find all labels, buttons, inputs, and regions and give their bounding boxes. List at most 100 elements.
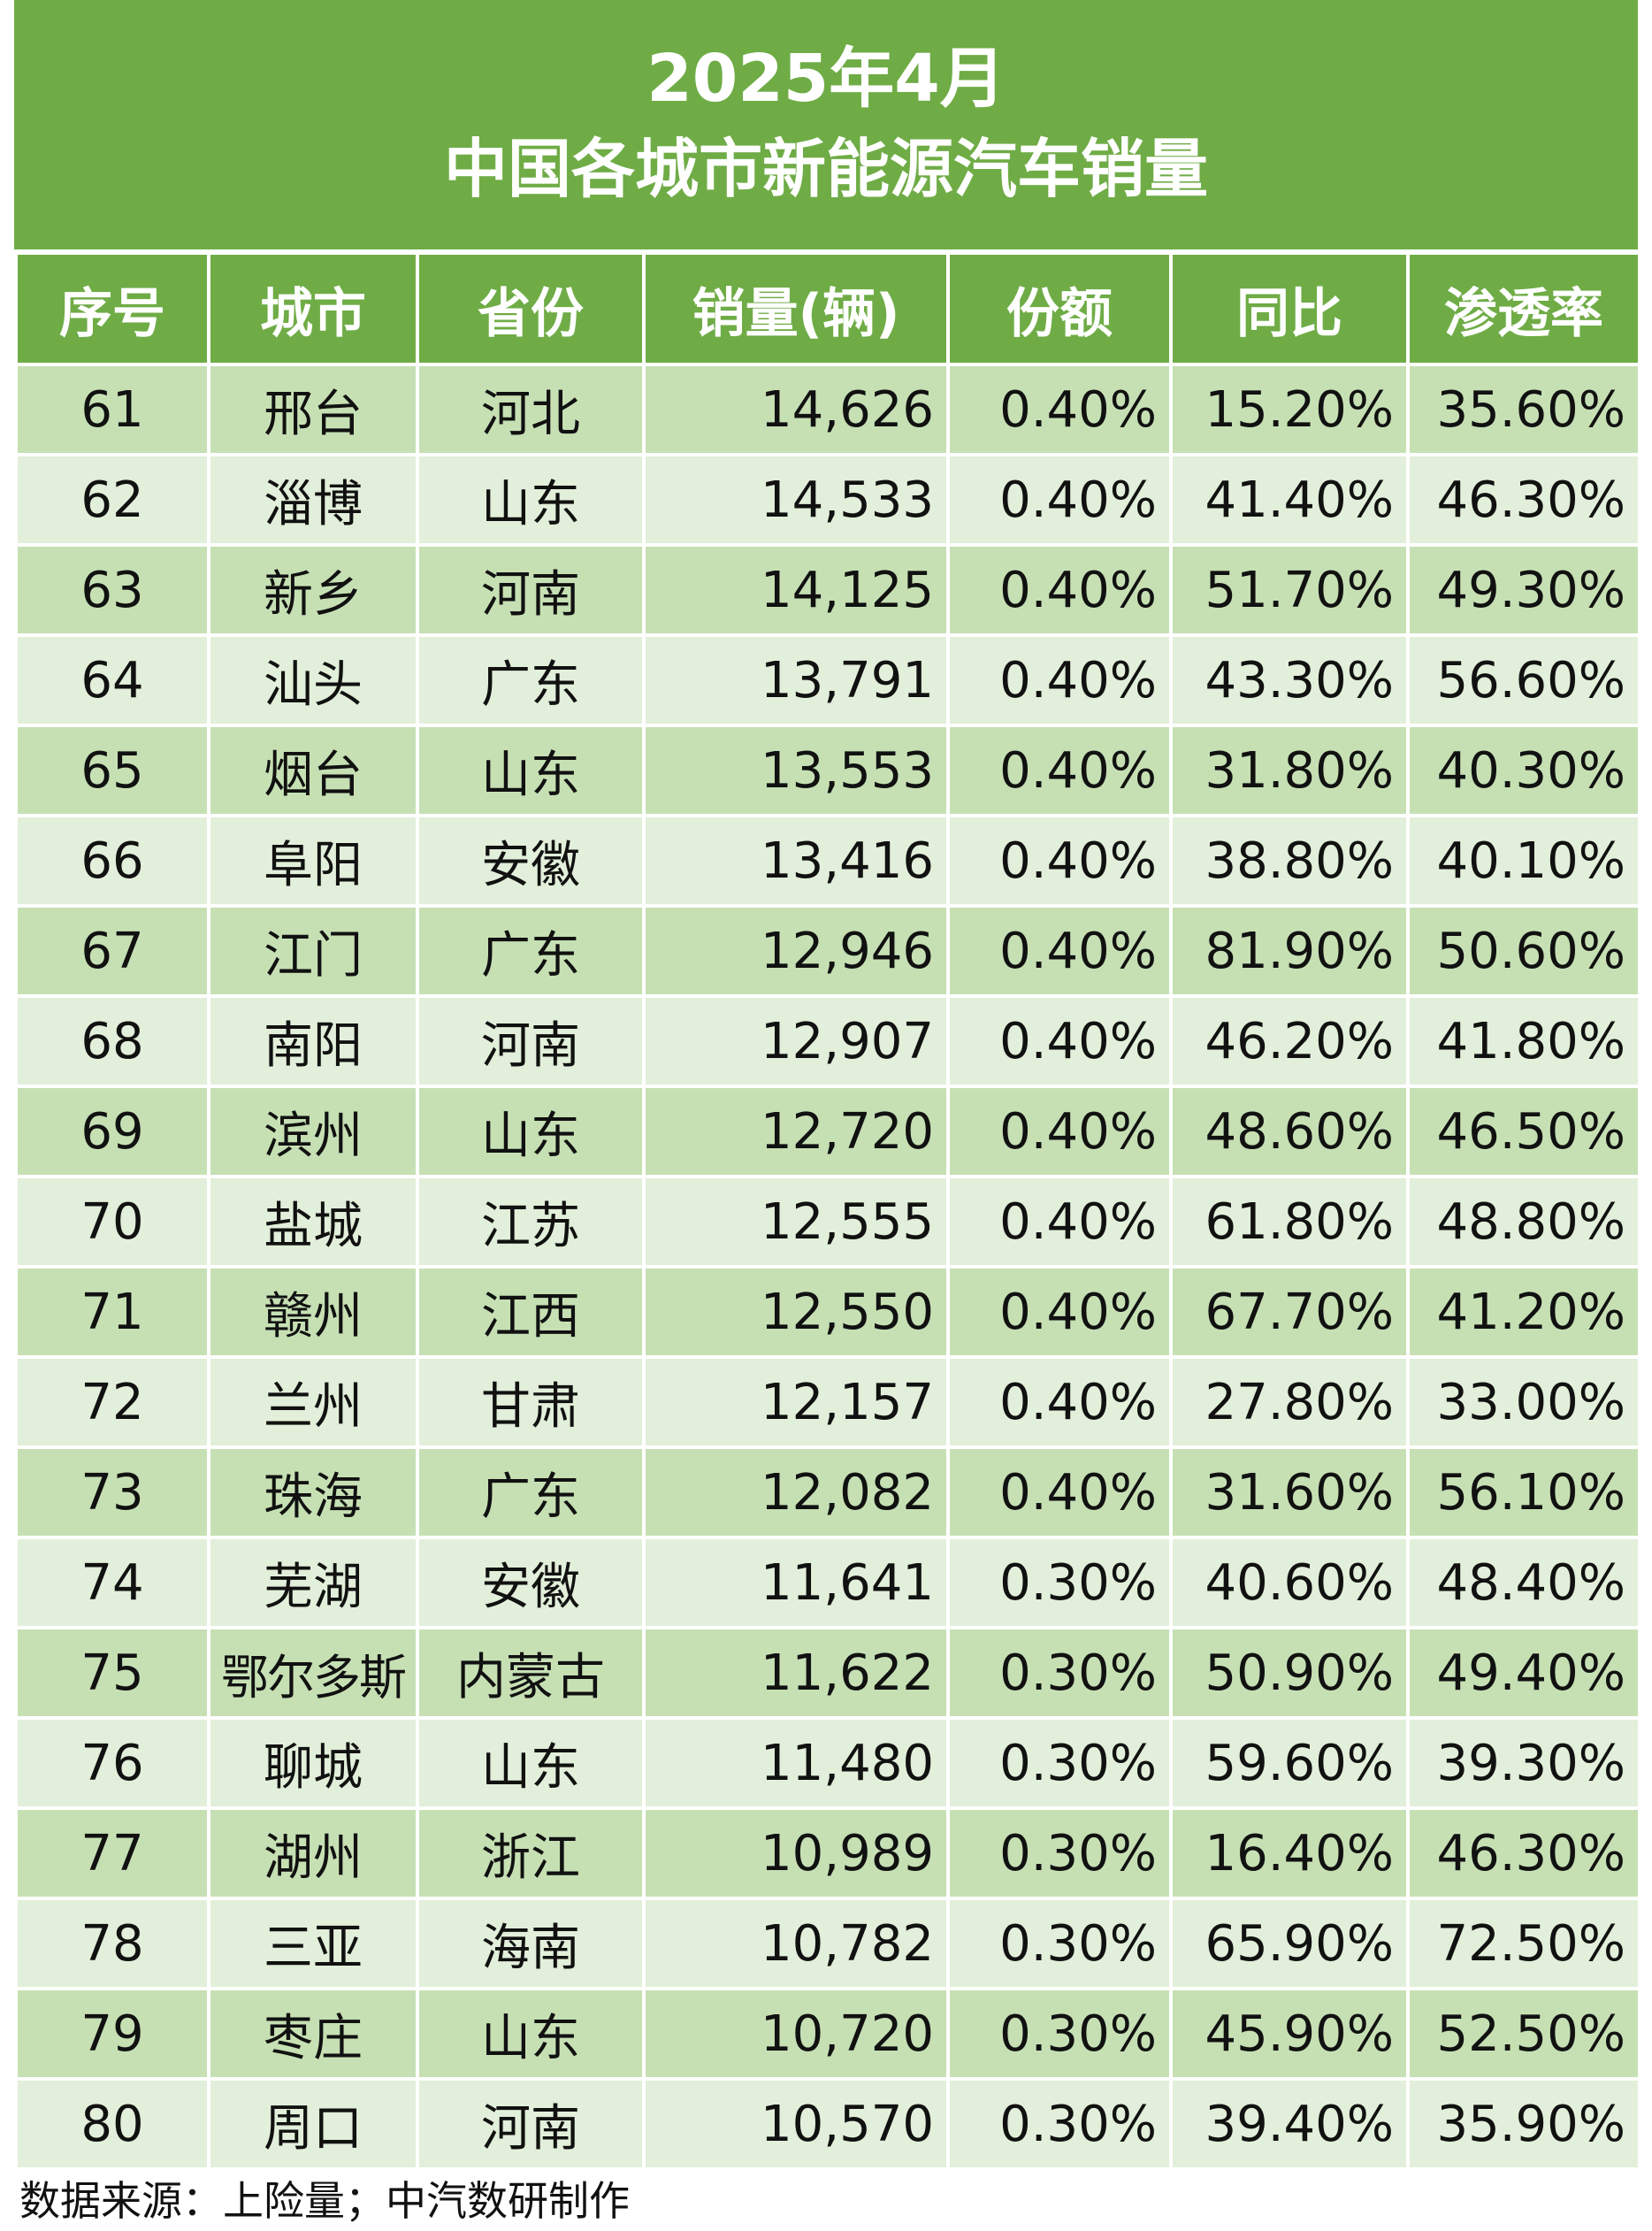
yoy-cell: 40.60% — [1169, 1536, 1410, 1629]
sales-cell: 10,720 — [642, 1987, 950, 2081]
sales-cell: 13,791 — [642, 633, 950, 727]
yoy-cell: 51.70% — [1169, 543, 1410, 637]
share-cell: 0.40% — [946, 1085, 1173, 1178]
rank-cell: 73 — [14, 1445, 210, 1539]
title-main: 中国各城市新能源汽车销量 — [443, 132, 1208, 206]
penetration-cell: 50.60% — [1406, 904, 1641, 998]
penetration-cell: 49.40% — [1406, 1626, 1641, 1720]
province-cell: 安徽 — [416, 1536, 646, 1629]
sales-cell: 13,416 — [642, 814, 950, 908]
province-cell: 河南 — [416, 2077, 646, 2171]
share-cell: 0.40% — [946, 363, 1173, 456]
yoy-cell: 59.60% — [1169, 1716, 1410, 1810]
table-row: 68 南阳 河南 12,907 0.40% 46.20% 41.80% — [14, 994, 1641, 1088]
share-cell: 0.30% — [946, 1626, 1173, 1720]
yoy-cell: 48.60% — [1169, 1085, 1410, 1178]
share-cell: 0.40% — [946, 543, 1173, 637]
province-cell: 山东 — [416, 1085, 646, 1178]
province-cell: 山东 — [416, 1716, 646, 1810]
table-header-row: 序号 城市 省份 销量(辆) 份额 同比 渗透率 — [14, 255, 1641, 364]
rank-cell: 69 — [14, 1085, 210, 1178]
share-cell: 0.40% — [946, 904, 1173, 998]
rank-cell: 79 — [14, 1987, 210, 2081]
share-cell: 0.30% — [946, 1987, 1173, 2081]
share-cell: 0.40% — [946, 994, 1173, 1088]
title-date: 2025年4月 — [646, 41, 1006, 117]
province-cell: 山东 — [416, 453, 646, 547]
province-cell: 内蒙古 — [416, 1626, 646, 1720]
city-cell: 鄂尔多斯 — [207, 1626, 419, 1720]
penetration-cell: 33.00% — [1406, 1355, 1641, 1449]
city-cell: 阜阳 — [207, 814, 419, 908]
sales-cell: 14,533 — [642, 453, 950, 547]
penetration-cell: 46.30% — [1406, 1806, 1641, 1900]
province-cell: 广东 — [416, 904, 646, 998]
table-row: 65 烟台 山东 13,553 0.40% 31.80% 40.30% — [14, 724, 1641, 817]
yoy-cell: 27.80% — [1169, 1355, 1410, 1449]
city-cell: 滨州 — [207, 1085, 419, 1178]
city-cell: 汕头 — [207, 633, 419, 727]
province-cell: 山东 — [416, 724, 646, 817]
penetration-cell: 48.40% — [1406, 1536, 1641, 1629]
rank-cell: 80 — [14, 2077, 210, 2171]
sales-table-sheet: 2025年4月 中国各城市新能源汽车销量 序号 城市 省份 销量(辆) 份额 同… — [14, 0, 1641, 2171]
yoy-cell: 16.40% — [1169, 1806, 1410, 1900]
yoy-cell: 31.60% — [1169, 1445, 1410, 1539]
sales-cell: 12,555 — [642, 1175, 950, 1269]
penetration-cell: 49.30% — [1406, 543, 1641, 637]
sales-cell: 13,553 — [642, 724, 950, 817]
yoy-cell: 50.90% — [1169, 1626, 1410, 1720]
header-rank: 序号 — [14, 255, 210, 364]
table-row: 66 阜阳 安徽 13,416 0.40% 38.80% 40.10% — [14, 814, 1641, 908]
share-cell: 0.30% — [946, 1897, 1173, 1990]
share-cell: 0.40% — [946, 1265, 1173, 1359]
table-row: 76 聊城 山东 11,480 0.30% 59.60% 39.30% — [14, 1716, 1641, 1810]
yoy-cell: 38.80% — [1169, 814, 1410, 908]
city-cell: 赣州 — [207, 1265, 419, 1359]
table-row: 73 珠海 广东 12,082 0.40% 31.60% 56.10% — [14, 1445, 1641, 1539]
rank-cell: 70 — [14, 1175, 210, 1269]
rank-cell: 77 — [14, 1806, 210, 1900]
table-row: 77 湖州 浙江 10,989 0.30% 16.40% 46.30% — [14, 1806, 1641, 1900]
sales-cell: 12,157 — [642, 1355, 950, 1449]
share-cell: 0.40% — [946, 724, 1173, 817]
sales-cell: 12,946 — [642, 904, 950, 998]
province-cell: 河南 — [416, 543, 646, 637]
yoy-cell: 31.80% — [1169, 724, 1410, 817]
table-row: 71 赣州 江西 12,550 0.40% 67.70% 41.20% — [14, 1265, 1641, 1359]
city-cell: 芜湖 — [207, 1536, 419, 1629]
penetration-cell: 52.50% — [1406, 1987, 1641, 2081]
rank-cell: 78 — [14, 1897, 210, 1990]
penetration-cell: 56.60% — [1406, 633, 1641, 727]
rank-cell: 64 — [14, 633, 210, 727]
rank-cell: 66 — [14, 814, 210, 908]
yoy-cell: 46.20% — [1169, 994, 1410, 1088]
yoy-cell: 65.90% — [1169, 1897, 1410, 1990]
province-cell: 河北 — [416, 363, 646, 456]
data-source-note: 数据来源：上险量；中汽数研制作 — [19, 2177, 630, 2225]
share-cell: 0.30% — [946, 1806, 1173, 1900]
city-cell: 盐城 — [207, 1175, 419, 1269]
yoy-cell: 15.20% — [1169, 363, 1410, 456]
city-cell: 周口 — [207, 2077, 419, 2171]
penetration-cell: 35.60% — [1406, 363, 1641, 456]
rank-cell: 68 — [14, 994, 210, 1088]
share-cell: 0.30% — [946, 2077, 1173, 2171]
table-row: 61 邢台 河北 14,626 0.40% 15.20% 35.60% — [14, 363, 1641, 456]
rank-cell: 67 — [14, 904, 210, 998]
table-row: 78 三亚 海南 10,782 0.30% 65.90% 72.50% — [14, 1897, 1641, 1990]
sales-cell: 11,622 — [642, 1626, 950, 1720]
penetration-cell: 35.90% — [1406, 2077, 1641, 2171]
sales-cell: 10,570 — [642, 2077, 950, 2171]
province-cell: 广东 — [416, 1445, 646, 1539]
yoy-cell: 61.80% — [1169, 1175, 1410, 1269]
table-row: 67 江门 广东 12,946 0.40% 81.90% 50.60% — [14, 904, 1641, 998]
rank-cell: 63 — [14, 543, 210, 637]
yoy-cell: 45.90% — [1169, 1987, 1410, 2081]
sales-cell: 14,626 — [642, 363, 950, 456]
rank-cell: 71 — [14, 1265, 210, 1359]
sales-cell: 12,550 — [642, 1265, 950, 1359]
province-cell: 江西 — [416, 1265, 646, 1359]
rank-cell: 75 — [14, 1626, 210, 1720]
share-cell: 0.40% — [946, 1175, 1173, 1269]
